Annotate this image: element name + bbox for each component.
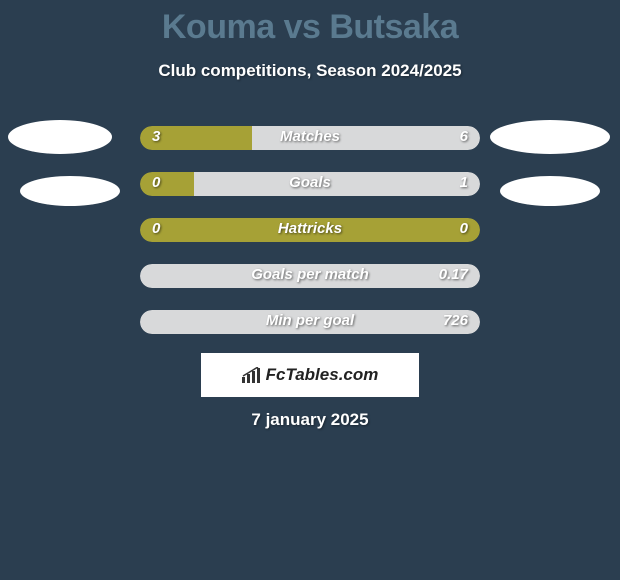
bar-right-value: 0 <box>460 220 468 237</box>
title-left-name: Kouma <box>162 8 275 46</box>
bar-right-value: 726 <box>443 312 468 329</box>
date-text: 7 january 2025 <box>0 410 620 430</box>
title-vs: vs <box>284 8 321 46</box>
bar-label: Matches <box>140 128 480 145</box>
bar-right-value: 6 <box>460 128 468 145</box>
bar-row: Hattricks0 0 <box>140 218 480 242</box>
subtitle: Club competitions, Season 2024/2025 <box>0 61 620 81</box>
page-title: Kouma vs Butsaka <box>0 0 620 47</box>
bar-label: Goals per match <box>140 266 480 283</box>
bar-row: Goals0 1 <box>140 172 480 196</box>
bar-left-value: 0 <box>152 220 160 237</box>
bar-right-value: 0.17 <box>439 266 468 283</box>
team-left-logo-2 <box>20 176 120 206</box>
bar-right-value: 1 <box>460 174 468 191</box>
bar-label: Min per goal <box>140 312 480 329</box>
site-logo-text: FcTables.com <box>242 365 379 385</box>
bar-row: Goals per match0.17 <box>140 264 480 288</box>
bar-row: Min per goal726 <box>140 310 480 334</box>
bar-label: Goals <box>140 174 480 191</box>
title-right-name: Butsaka <box>329 8 458 46</box>
chart-icon <box>242 367 262 383</box>
team-right-logo-1 <box>490 120 610 154</box>
team-left-logo-1 <box>8 120 112 154</box>
site-logo: FcTables.com <box>201 353 419 397</box>
comparison-bars: Matches36Goals01Hattricks00Goals per mat… <box>140 126 480 356</box>
bar-row: Matches3 6 <box>140 126 480 150</box>
team-right-logo-2 <box>500 176 600 206</box>
bar-label: Hattricks <box>140 220 480 237</box>
bar-left-value: 0 <box>152 174 160 191</box>
bar-left-value: 3 <box>152 128 160 145</box>
site-logo-label: FcTables.com <box>266 365 379 385</box>
